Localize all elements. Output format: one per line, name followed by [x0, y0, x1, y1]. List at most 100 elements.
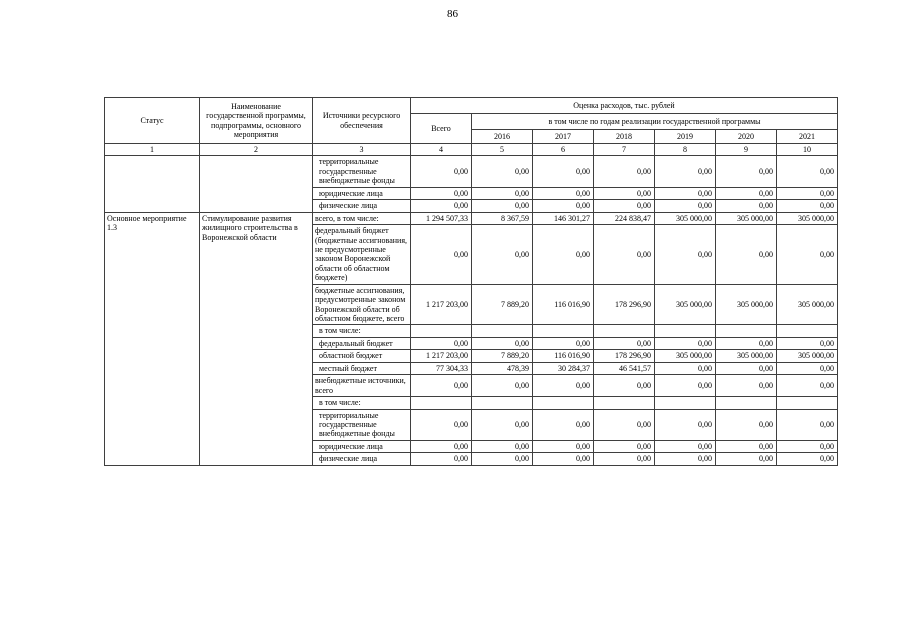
- value-cell: 0,00: [410, 155, 472, 188]
- header-column-number: 3: [312, 142, 411, 157]
- value-cell: 0,00: [532, 439, 594, 454]
- table-row: физические лица 0,00 0,00 0,00 0,00 0,00 0,00 0…: [105, 199, 838, 213]
- value-cell: [715, 324, 777, 338]
- value-cell: 0,00: [410, 452, 472, 466]
- value-cell: 0,00: [654, 374, 716, 398]
- value-cell: 305 000,00: [715, 283, 777, 326]
- value-cell: 0,00: [715, 408, 777, 441]
- value-cell: 0,00: [410, 224, 472, 285]
- value-cell: 30 284,37: [532, 361, 594, 376]
- value-cell: 0,00: [471, 374, 533, 398]
- value-cell: 1 217 203,00: [410, 349, 472, 363]
- value-cell: [593, 324, 655, 338]
- value-cell: 0,00: [776, 374, 838, 398]
- value-cell: 0,00: [410, 374, 472, 398]
- value-cell: 224 838,47: [593, 211, 655, 226]
- header-year: 2020: [715, 129, 777, 144]
- value-cell: 305 000,00: [776, 283, 838, 326]
- source-cell: физические лица: [312, 199, 411, 213]
- source-cell: федеральный бюджет (бюджетные ассигнован…: [312, 224, 411, 285]
- value-cell: 0,00: [410, 199, 472, 213]
- page-number: 86: [447, 8, 458, 20]
- table-row: физические лица 0,00 0,00 0,00 0,00 0,00 0,00 0…: [105, 452, 838, 466]
- value-cell: 0,00: [593, 155, 655, 188]
- value-cell: 0,00: [532, 224, 594, 285]
- value-cell: 0,00: [410, 439, 472, 454]
- value-cell: 77 304,33: [410, 361, 472, 376]
- header-column-number: 2: [199, 142, 313, 157]
- value-cell: [715, 396, 777, 410]
- header-column-number: 5: [471, 142, 533, 157]
- value-cell: 0,00: [471, 336, 533, 351]
- header-row-1: Статус Наименование государственной прог…: [104, 97, 838, 144]
- value-cell: 0,00: [776, 408, 838, 441]
- value-cell: 0,00: [593, 199, 655, 213]
- header-year: 2016: [471, 129, 533, 144]
- source-cell: в том числе:: [312, 324, 411, 338]
- status-cell: [104, 155, 200, 213]
- value-cell: 146 301,27: [532, 211, 594, 226]
- table-row: территориальные государственные внебюдже…: [104, 155, 838, 213]
- header-status: Статус: [104, 97, 200, 144]
- table-body: территориальные государственные внебюдже…: [104, 155, 838, 466]
- value-cell: 0,00: [715, 336, 777, 351]
- header-total: Всего: [410, 113, 472, 144]
- value-cell: 0,00: [776, 224, 838, 285]
- value-cell: 0,00: [715, 155, 777, 188]
- header-year: 2021: [776, 129, 838, 144]
- value-cell: 305 000,00: [776, 349, 838, 363]
- table-row: местный бюджет 77 304,33 478,39 30 284,37 46…: [105, 361, 838, 376]
- value-cell: 0,00: [654, 336, 716, 351]
- header-years-row: 2016 2017 2018 2019 2020 2021: [105, 129, 838, 144]
- value-cell: 0,00: [532, 408, 594, 441]
- value-cell: 0,00: [654, 361, 716, 376]
- value-cell: 0,00: [654, 439, 716, 454]
- value-cell: 0,00: [715, 224, 777, 285]
- source-cell: территориальные государственные внебюдже…: [312, 155, 411, 188]
- value-cell: 46 541,57: [593, 361, 655, 376]
- value-cell: 0,00: [776, 336, 838, 351]
- value-cell: [532, 396, 594, 410]
- source-cell: бюджетные ассигнования, предусмотренные …: [312, 283, 411, 326]
- value-cell: 0,00: [471, 155, 533, 188]
- source-cell: юридические лица: [312, 186, 411, 201]
- header-column-number: 8: [654, 142, 716, 157]
- value-cell: 0,00: [593, 439, 655, 454]
- value-cell: 0,00: [776, 199, 838, 213]
- value-cell: 7 889,20: [471, 349, 533, 363]
- header-by-years: в том числе по годам реализации государс…: [471, 113, 838, 130]
- value-cell: 305 000,00: [654, 349, 716, 363]
- source-cell: всего, в том числе:: [312, 211, 411, 226]
- header-program-name: Наименование государственной программы, …: [199, 97, 313, 144]
- value-cell: 0,00: [776, 439, 838, 454]
- value-cell: 0,00: [776, 186, 838, 201]
- value-cell: 0,00: [532, 452, 594, 466]
- table-row: юридические лица 0,00 0,00 0,00 0,00 0,00 0,00…: [105, 439, 838, 454]
- value-cell: 305 000,00: [654, 283, 716, 326]
- value-cell: 0,00: [593, 374, 655, 398]
- value-cell: 0,00: [532, 199, 594, 213]
- value-cell: 0,00: [776, 452, 838, 466]
- value-cell: 0,00: [654, 408, 716, 441]
- value-cell: 0,00: [715, 186, 777, 201]
- value-cell: 0,00: [471, 186, 533, 201]
- value-cell: 178 296,90: [593, 283, 655, 326]
- value-cell: 305 000,00: [715, 211, 777, 226]
- value-cell: 0,00: [654, 224, 716, 285]
- value-cell: 0,00: [471, 199, 533, 213]
- value-cell: 116 016,90: [532, 283, 594, 326]
- value-cell: 0,00: [593, 452, 655, 466]
- table-row: юридические лица 0,00 0,00 0,00 0,00 0,00 0,00…: [105, 186, 838, 201]
- value-cell: 0,00: [654, 199, 716, 213]
- table-row: бюджетные ассигнования, предусмотренные …: [105, 283, 838, 326]
- status-cell: Основное мероприятие 1.3: [104, 211, 200, 466]
- value-cell: 7 889,20: [471, 283, 533, 326]
- value-cell: 0,00: [715, 452, 777, 466]
- header-year: 2018: [593, 129, 655, 144]
- value-cell: 1 294 507,33: [410, 211, 472, 226]
- value-cell: 0,00: [532, 336, 594, 351]
- table-row: в том числе:: [105, 396, 838, 410]
- value-cell: 0,00: [654, 186, 716, 201]
- value-cell: [532, 324, 594, 338]
